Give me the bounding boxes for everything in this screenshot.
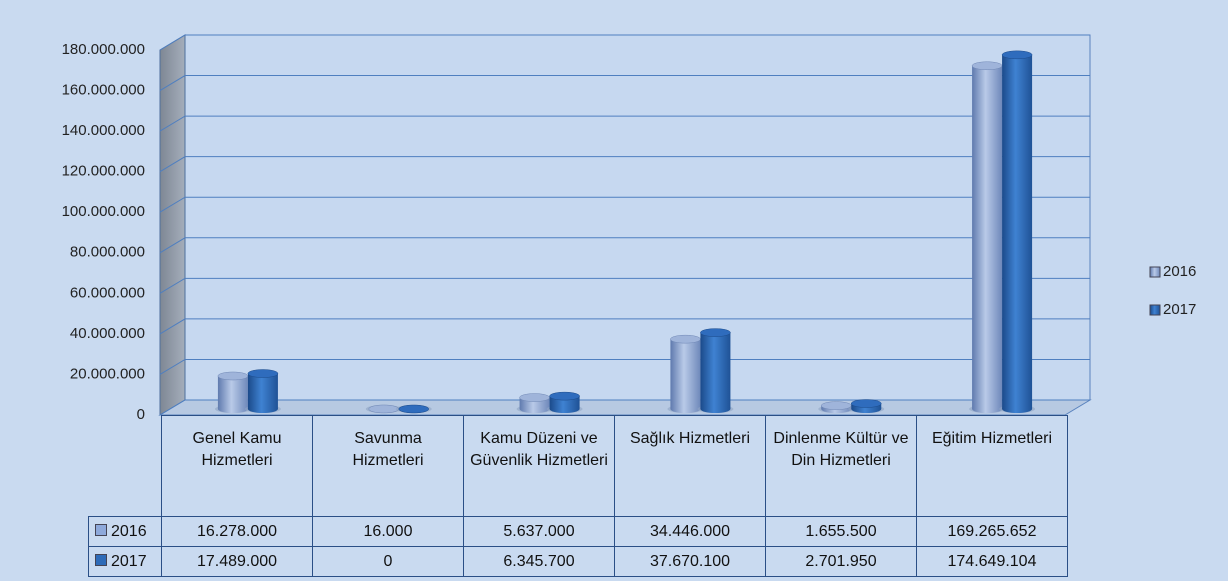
- bar-bottom: [217, 405, 248, 413]
- bar: [670, 339, 701, 409]
- y-tick-label: 80.000.000: [70, 244, 145, 261]
- bar-bottom: [519, 405, 550, 413]
- bar-cap: [700, 328, 731, 337]
- bar: [1002, 54, 1033, 409]
- value-label: 174.649.104: [916, 546, 1068, 577]
- bar-cap: [519, 393, 550, 402]
- data-table: Genel Kamu Hizmetleri Savunma Hizmetleri K…: [88, 415, 1068, 577]
- side-wall: [159, 34, 186, 416]
- bar-cap: [821, 401, 852, 410]
- y-tick-label: 0: [137, 406, 145, 423]
- bar: [519, 397, 550, 409]
- y-tick-label: 120.000.000: [62, 163, 145, 180]
- category-label: Genel Kamu Hizmetleri: [161, 415, 313, 517]
- grid-line: [159, 318, 1090, 335]
- bar: [217, 375, 248, 409]
- table-header-row: Genel Kamu Hizmetleri Savunma Hizmetleri K…: [88, 415, 1068, 517]
- bar-bottom: [972, 405, 1003, 413]
- floor: [158, 399, 1092, 416]
- series-key: 2017: [88, 546, 162, 577]
- category-label: Dinlenme Kültür ve Din Hizmetleri: [765, 415, 917, 517]
- value-label: 17.489.000: [161, 546, 313, 577]
- legend-swatch: [95, 553, 107, 566]
- value-label: 5.637.000: [463, 516, 615, 547]
- y-tick-label: 140.000.000: [62, 122, 145, 139]
- legend-swatch: [95, 523, 107, 536]
- grid-line: [159, 156, 1090, 173]
- legend-swatch: [1149, 266, 1161, 278]
- bar-cap: [217, 371, 249, 381]
- series-label: 2016: [111, 522, 147, 540]
- grid-line: [159, 34, 1090, 51]
- category-label: Savunma Hizmetleri: [312, 415, 464, 517]
- y-tick-label: 160.000.000: [62, 82, 145, 99]
- value-label: 37.670.100: [614, 546, 766, 577]
- grid-line: [159, 277, 1090, 294]
- bar-bottom: [670, 405, 701, 413]
- table-row: 2017 17.489.000 0 6.345.700 37.670.100 2.701.…: [88, 546, 1068, 577]
- grid-line: [159, 399, 1090, 416]
- value-label: 169.265.652: [916, 516, 1068, 547]
- value-label: 0: [312, 546, 464, 577]
- y-tick-label: 60.000.000: [70, 284, 145, 301]
- bar-bottom: [700, 405, 731, 413]
- y-tick-label: 100.000.000: [62, 203, 145, 220]
- bar-cap: [971, 61, 1003, 71]
- bar-cap: [549, 391, 580, 401]
- category-label: Kamu Düzeni ve Güvenlik Hizmetleri: [463, 415, 615, 517]
- bar: [700, 332, 731, 409]
- series-key: 2016: [88, 516, 162, 547]
- back-wall: [184, 34, 1091, 401]
- table-corner: [88, 415, 162, 517]
- table-row: 2016 16.278.000 16.000 5.637.000 34.446.000 1…: [88, 516, 1068, 547]
- grid-line: [159, 196, 1090, 213]
- grid-line: [159, 358, 1090, 375]
- grid-line: [159, 75, 1090, 91]
- bar: [972, 65, 1003, 409]
- y-tick-label: 20.000.000: [70, 365, 145, 382]
- value-label: 16.000: [312, 516, 464, 547]
- grid-line: [159, 115, 1090, 132]
- bar-cap: [670, 334, 701, 344]
- value-label: 1.655.500: [765, 516, 917, 547]
- value-label: 6.345.700: [463, 546, 615, 577]
- category-label: Eğitim Hizmetleri: [916, 415, 1068, 517]
- bar-cap: [398, 404, 429, 414]
- legend-label: 2016: [1163, 263, 1196, 280]
- bar-cap: [247, 369, 279, 378]
- bar-cap: [368, 404, 399, 414]
- series-label: 2017: [111, 552, 147, 570]
- bar-bottom: [549, 405, 580, 413]
- y-tick-label: 180.000.000: [62, 41, 145, 58]
- bar-bottom: [1002, 405, 1033, 413]
- legend-label: 2017: [1163, 301, 1196, 318]
- value-label: 2.701.950: [765, 546, 917, 577]
- y-tick-label: 40.000.000: [70, 325, 145, 342]
- bar-cap: [1001, 50, 1033, 60]
- category-label: Sağlık Hizmetleri: [614, 415, 766, 517]
- bar-bottom: [247, 405, 278, 413]
- value-label: 16.278.000: [161, 516, 313, 547]
- legend-swatch: [1149, 304, 1161, 316]
- bar: [247, 373, 278, 409]
- bar-cap: [851, 399, 882, 408]
- grid-line: [159, 237, 1090, 254]
- value-label: 34.446.000: [614, 516, 766, 547]
